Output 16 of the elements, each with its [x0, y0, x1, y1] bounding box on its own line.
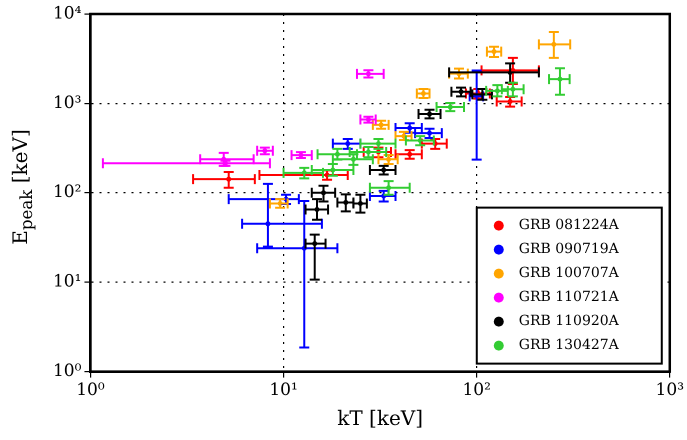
y-tick-label: 10⁴	[52, 3, 82, 24]
legend-label: GRB 130427A	[518, 337, 620, 354]
x-tick-label: 10⁰	[76, 380, 105, 400]
x-tick-label: 10³	[656, 380, 684, 400]
legend-label: GRB 090719A	[518, 241, 620, 258]
y-tick-label: 10⁰	[52, 361, 82, 382]
legend-label: GRB 110920A	[518, 313, 620, 330]
y-tick-label: 10²	[52, 182, 82, 202]
legend-label: GRB 081224A	[518, 217, 620, 234]
x-tick-label: 10¹	[269, 380, 298, 400]
x-axis-title: kT [keV]	[337, 406, 424, 430]
legend-label: GRB 110721A	[518, 289, 620, 306]
y-tick-label: 10¹	[52, 272, 82, 292]
y-tick-label: 10³	[52, 92, 82, 113]
x-tick-label: 10²	[462, 380, 491, 400]
legend-label: GRB 100707A	[518, 265, 620, 282]
